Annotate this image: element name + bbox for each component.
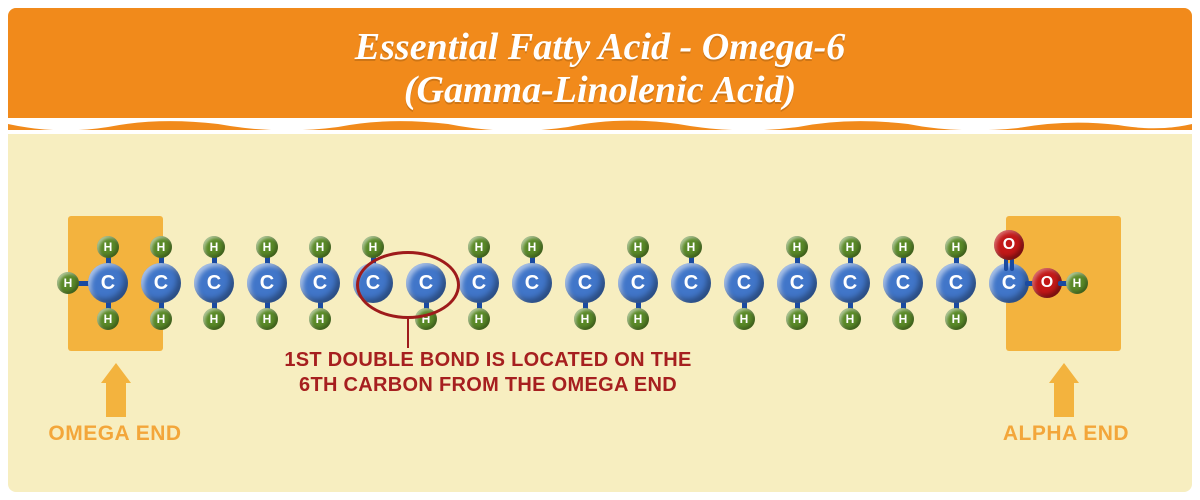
- hydrogen-atom: H: [733, 308, 755, 330]
- carbon-atom: C: [512, 263, 552, 303]
- callout-leader-line: [407, 319, 409, 348]
- hydrogen-atom: H: [203, 236, 225, 258]
- diagram-frame: Essential Fatty Acid - Omega-6 (Gamma-Li…: [8, 8, 1192, 492]
- hydrogen-atom: H: [468, 236, 490, 258]
- hydrogen-atom: H: [945, 308, 967, 330]
- carbon-atom: C: [671, 263, 711, 303]
- hydrogen-atom: H: [892, 236, 914, 258]
- double-bond-callout-circle: [356, 251, 460, 319]
- omega-end-label: OMEGA END: [40, 422, 190, 446]
- omega-arrow-head: [101, 363, 131, 383]
- carbon-atom: C: [300, 263, 340, 303]
- hydrogen-atom: H: [203, 308, 225, 330]
- molecule-chain: HHHCHHCHHCHHCHHCHCHCHHCHCHCHHCHCHCHHCHHC…: [88, 263, 1128, 307]
- carbon-atom: C: [936, 263, 976, 303]
- hydrogen-atom: H: [945, 236, 967, 258]
- double-bond-annotation: 1ST DOUBLE BOND IS LOCATED ON THE 6TH CA…: [278, 348, 698, 398]
- hydrogen-atom: H: [574, 308, 596, 330]
- annotation-line-1: 1ST DOUBLE BOND IS LOCATED ON THE: [278, 348, 698, 373]
- hydrogen-atom: H: [786, 308, 808, 330]
- hydrogen-atom: H: [839, 236, 861, 258]
- hydrogen-atom: H: [786, 236, 808, 258]
- carbon-atom: C: [459, 263, 499, 303]
- torn-edge: [8, 118, 1192, 132]
- oxygen-atom: O: [994, 230, 1024, 260]
- hydrogen-atom: H: [468, 308, 490, 330]
- carbon-atom: C: [194, 263, 234, 303]
- carbon-atom: C: [141, 263, 181, 303]
- hydrogen-atom: H: [309, 236, 331, 258]
- carbon-atom: C: [883, 263, 923, 303]
- carbon-atom: C: [88, 263, 128, 303]
- hydrogen-atom: H: [839, 308, 861, 330]
- hydrogen-atom: H: [97, 308, 119, 330]
- title-line-1: Essential Fatty Acid - Omega-6: [8, 26, 1192, 69]
- hydrogen-atom: H: [521, 236, 543, 258]
- hydrogen-atom: H: [892, 308, 914, 330]
- alpha-arrow-head: [1049, 363, 1079, 383]
- hydrogen-atom: H: [256, 236, 278, 258]
- carbon-atom: C: [724, 263, 764, 303]
- annotation-line-2: 6TH CARBON FROM THE OMEGA END: [278, 373, 698, 398]
- carbon-atom: C: [830, 263, 870, 303]
- hydrogen-atom: H: [309, 308, 331, 330]
- alpha-end-label: ALPHA END: [991, 422, 1141, 446]
- carbon-atom: C: [989, 263, 1029, 303]
- hydrogen-atom: H: [150, 236, 172, 258]
- hydrogen-atom: H: [150, 308, 172, 330]
- alpha-arrow-stem: [1054, 383, 1074, 417]
- omega-arrow-stem: [106, 383, 126, 417]
- carbon-atom: C: [247, 263, 287, 303]
- carbon-atom: C: [618, 263, 658, 303]
- hydrogen-atom: H: [97, 236, 119, 258]
- carbon-atom: C: [565, 263, 605, 303]
- title-line-2: (Gamma-Linolenic Acid): [8, 69, 1192, 112]
- diagram-area: HHHCHHCHHCHHCHHCHCHCHHCHCHCHHCHCHCHHCHHC…: [8, 138, 1192, 492]
- hydrogen-atom: H: [627, 236, 649, 258]
- hydrogen-atom: H: [680, 236, 702, 258]
- carbon-atom: C: [777, 263, 817, 303]
- hydrogen-atom: H: [627, 308, 649, 330]
- hydrogen-atom: H: [57, 272, 79, 294]
- title-banner: Essential Fatty Acid - Omega-6 (Gamma-Li…: [8, 8, 1192, 134]
- hydrogen-atom: H: [256, 308, 278, 330]
- hydrogen-atom: H: [1066, 272, 1088, 294]
